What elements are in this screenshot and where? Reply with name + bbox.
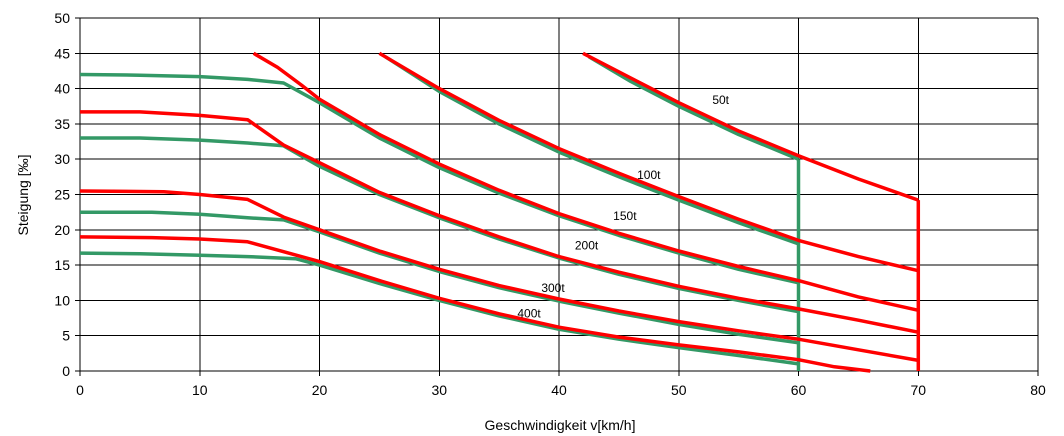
red-series-line — [252, 51, 919, 313]
x-tick-label: 0 — [76, 382, 84, 398]
y-tick-label: 50 — [54, 10, 70, 26]
y-tick-label: 15 — [54, 257, 70, 273]
red-series-line — [582, 51, 919, 202]
weight-label: 300t — [541, 281, 565, 295]
y-tick-label: 25 — [54, 187, 70, 203]
y-tick-label: 0 — [62, 363, 70, 379]
x-tick-label: 50 — [671, 382, 687, 398]
x-axis-title: Geschwindigkeit v[km/h] — [485, 417, 636, 433]
weight-label: 400t — [517, 306, 541, 320]
green-series-line — [588, 55, 800, 161]
y-axis-title: Steigung [‰] — [15, 155, 31, 236]
green-series-line — [79, 72, 799, 285]
green-series-line — [80, 210, 799, 345]
y-tick-label: 30 — [54, 151, 70, 167]
red-series-line — [79, 189, 919, 363]
x-tick-label: 40 — [551, 382, 567, 398]
y-tick-label: 45 — [54, 45, 70, 61]
y-tick-label: 35 — [54, 116, 70, 132]
series-layer — [79, 51, 921, 373]
x-tick-label: 30 — [431, 382, 447, 398]
weight-label: 50t — [712, 93, 729, 107]
weight-label: 100t — [637, 168, 661, 182]
red-series-line — [80, 110, 919, 334]
weight-label: 150t — [613, 209, 637, 223]
red-series-line — [378, 51, 919, 273]
x-tick-label: 70 — [910, 382, 926, 398]
red-series-line — [79, 235, 871, 373]
green-series-line — [384, 55, 800, 246]
x-tick-label: 80 — [1030, 382, 1046, 398]
y-tick-label: 5 — [62, 328, 70, 344]
x-tick-label: 20 — [312, 382, 328, 398]
green-series-line — [79, 251, 799, 366]
x-tick-label: 60 — [791, 382, 807, 398]
x-tick-label: 10 — [192, 382, 208, 398]
y-tick-label: 20 — [54, 222, 70, 238]
tick-labels: 0 10 20 30 40 50 60 70 80 0 5 10 15 20 25 30 35 40 45 50 — [54, 10, 1046, 398]
y-tick-label: 40 — [54, 81, 70, 97]
weight-label: 200t — [575, 239, 599, 253]
green-series-line — [80, 136, 799, 314]
y-tick-label: 10 — [54, 292, 70, 308]
